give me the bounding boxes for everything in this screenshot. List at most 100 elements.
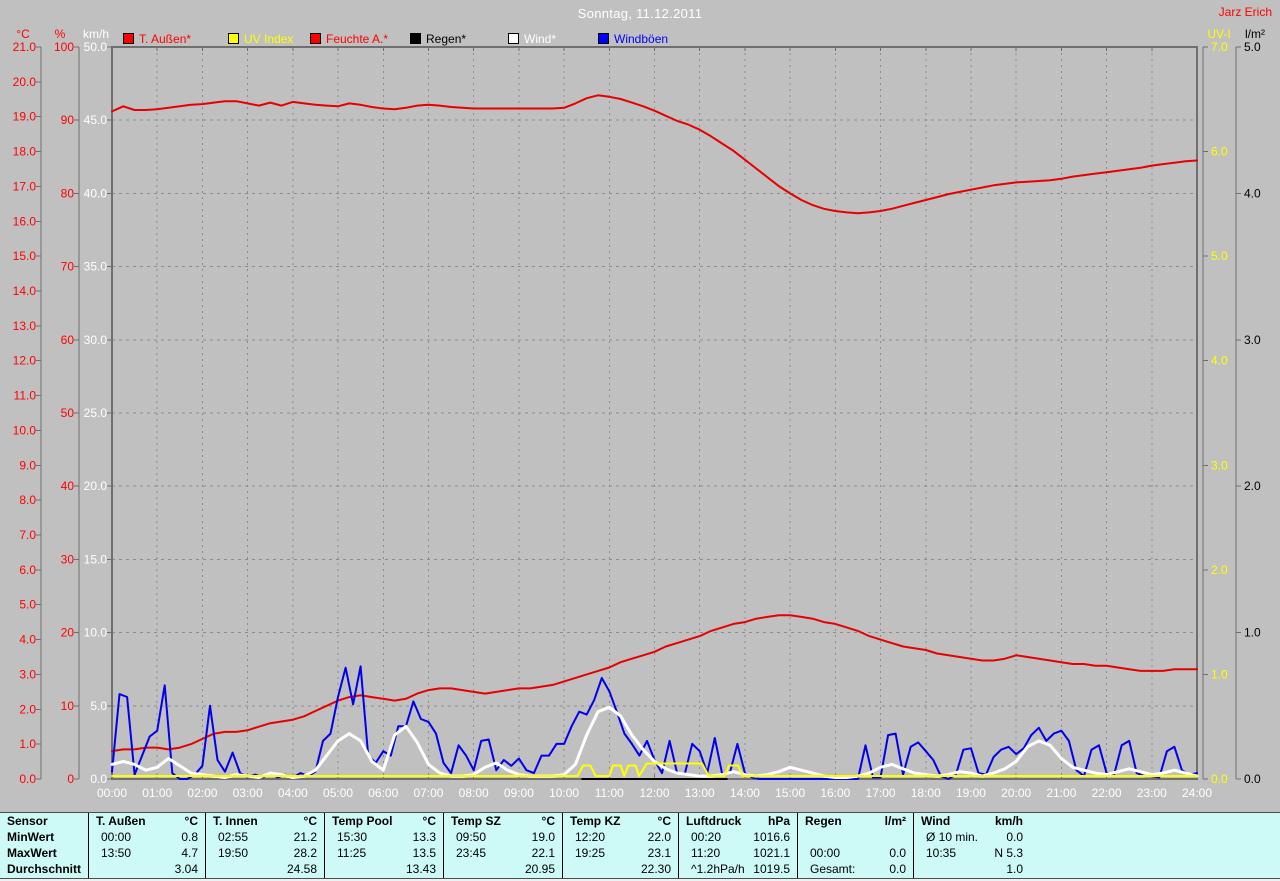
table-row: 10:35 N 5.3 — [914, 845, 1030, 861]
weather-chart: 0.0 1.0 2.0 3.0 4.0 5.0 6.0 7.0 8.0 9.0 10.0 11.0 12… — [13, 40, 1261, 800]
table-cell: 09:50 — [456, 830, 487, 844]
table-cell: °C — [541, 814, 555, 828]
axis-tick-label: 7.0 — [19, 528, 36, 542]
table-cell: °C — [422, 814, 436, 828]
x-axis-label: 15:00 — [775, 786, 805, 800]
table-cell: 1019.5 — [753, 862, 790, 876]
x-axis-label: 14:00 — [730, 786, 760, 800]
axis-tick-label: 6.0 — [1211, 145, 1228, 159]
axis-tick-label: 5.0 — [90, 699, 107, 713]
table-row: 22.30 — [563, 861, 678, 877]
table-row: 23:45 22.1 — [444, 845, 562, 861]
table-row: T. Außen °C — [89, 813, 205, 829]
series-wind — [110, 705, 1199, 779]
axis-tick-label: 100 — [54, 40, 74, 54]
table-cell: 21.2 — [293, 830, 317, 844]
table-row: 1.0 — [914, 861, 1030, 877]
series-uv-index — [111, 762, 1198, 777]
table-cell: °C — [303, 814, 317, 828]
table-column: Luftdruck hPa 00:20 1016.6 11:20 1021.1 ^1.2hP… — [678, 813, 797, 878]
table-row: 00:00 0.0 — [798, 845, 913, 861]
unit-label-uvi: UV-I — [1207, 27, 1231, 41]
table-column: T. Innen °C 02:55 21.2 19:50 28.2 24.58 — [205, 813, 324, 878]
table-row: 24.58 — [206, 861, 324, 877]
table-cell — [805, 829, 810, 845]
table-row: 19:50 28.2 — [206, 845, 324, 861]
x-axis-label: 21:00 — [1046, 786, 1076, 800]
table-cell: 3.04 — [174, 862, 198, 876]
legend-swatch-icon — [228, 33, 239, 44]
x-axis-label: 17:00 — [866, 786, 896, 800]
table-row: 3.04 — [89, 861, 205, 877]
series-feuchte-a- — [111, 94, 1198, 215]
table-row: 13:50 4.7 — [89, 845, 205, 861]
table-row: 15:30 13.3 — [325, 829, 443, 845]
table-row: 12:20 22.0 — [563, 829, 678, 845]
table-row: 00:20 1016.6 — [679, 829, 797, 845]
legend-label: Windböen — [614, 32, 669, 46]
table-row: 02:55 21.2 — [206, 829, 324, 845]
table-row — [798, 829, 913, 845]
table-cell: MinWert — [7, 830, 55, 844]
table-cell: °C — [184, 814, 198, 828]
table-cell: 23.1 — [647, 846, 671, 860]
axis-tick-label: 90 — [61, 113, 75, 127]
bottom-strip — [0, 879, 1280, 881]
table-cell: l/m² — [884, 814, 906, 828]
axis-tick-label: 1.0 — [1244, 626, 1261, 640]
axis-tick-label: 5.0 — [1211, 249, 1228, 263]
x-axis-label: 10:00 — [549, 786, 579, 800]
table-row: Temp Pool °C — [325, 813, 443, 829]
table-row: Sensor — [0, 813, 88, 829]
table-cell: 1021.1 — [753, 846, 790, 860]
x-axis-label: 20:00 — [1001, 786, 1031, 800]
axis-tick-label: 21.0 — [13, 40, 37, 54]
table-column: Sensor MinWert MaxWert Durchschnitt — [0, 813, 88, 878]
axis-tick-label: 30.0 — [84, 333, 108, 347]
table-cell: km/h — [994, 814, 1023, 828]
table-cell: Temp SZ — [451, 814, 501, 828]
legend-item: T. Außen* — [123, 30, 191, 46]
table-cell: Regen — [805, 814, 842, 828]
x-axis-label: 12:00 — [639, 786, 669, 800]
axis-tick-label: 0 — [67, 772, 74, 786]
x-axis-label: 23:00 — [1137, 786, 1167, 800]
table-cell: Temp Pool — [332, 814, 393, 828]
axis-tick-label: 40 — [61, 479, 75, 493]
legend: T. Außen* UV Index Feuchte A.* Regen* Wind* W… — [0, 0, 1280, 46]
table-cell: Wind — [921, 814, 951, 828]
axis-tick-label: 7.0 — [1211, 40, 1228, 54]
x-axis-label: 09:00 — [504, 786, 534, 800]
table-cell: MaxWert — [7, 846, 57, 860]
table-row: Temp KZ °C — [563, 813, 678, 829]
table-cell: 00:00 — [101, 830, 132, 844]
legend-label: Regen* — [426, 32, 467, 46]
table-cell: 19:50 — [218, 846, 249, 860]
legend-item: Feuchte A.* — [310, 30, 388, 46]
table-cell — [451, 861, 456, 877]
table-cell: 23:45 — [456, 846, 487, 860]
table-cell: Sensor — [7, 814, 48, 828]
axis-tick-label: 10.0 — [84, 626, 108, 640]
x-axis-label: 19:00 — [956, 786, 986, 800]
table-cell: 11:25 — [337, 846, 367, 860]
summary-table: Sensor MinWert MaxWert Durchschnitt T. Außen… — [0, 812, 1280, 879]
legend-item: Windböen — [598, 30, 668, 46]
table-row: 11:25 13.5 — [325, 845, 443, 861]
table-cell — [96, 861, 101, 877]
table-cell: 00:20 — [691, 830, 722, 844]
axis-tick-label: 18.0 — [13, 145, 37, 159]
axis-tick-label: 35.0 — [84, 260, 108, 274]
table-row: MaxWert — [0, 845, 88, 861]
legend-label: T. Außen* — [139, 32, 192, 46]
table-cell: 19.0 — [531, 830, 555, 844]
x-axis-label: 01:00 — [142, 786, 172, 800]
legend-item: UV Index — [228, 30, 293, 46]
unit-label-kmh: km/h — [82, 27, 109, 41]
axis-tick-label: 50.0 — [84, 40, 108, 54]
table-row: Durchschnitt — [0, 861, 88, 877]
axis-tick-label: 6.0 — [19, 563, 36, 577]
table-cell — [213, 861, 218, 877]
x-axis-label: 08:00 — [459, 786, 489, 800]
